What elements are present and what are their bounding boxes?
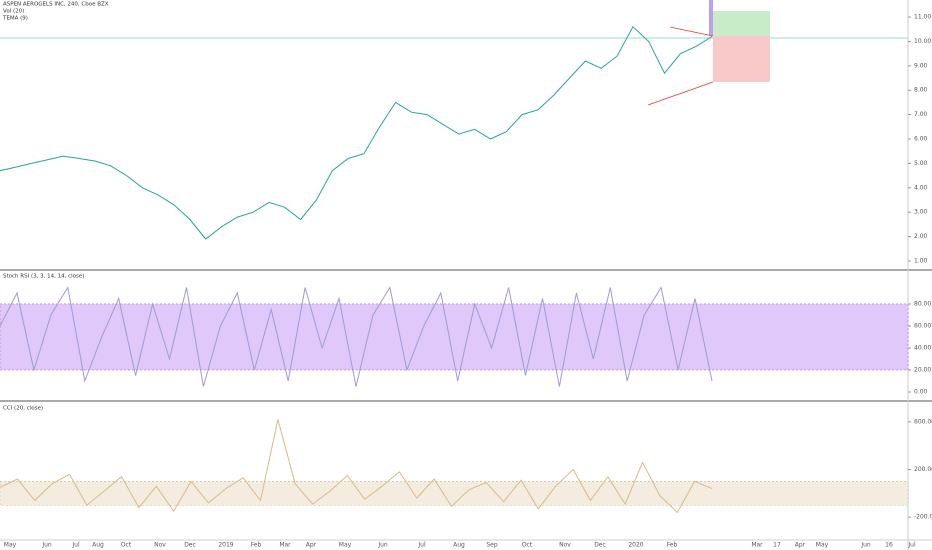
loss-zone [713, 36, 770, 82]
y-tick-label: 1.00 [914, 257, 928, 264]
indicator-label: Stoch RSI (3, 3, 14, 14, close) [3, 274, 84, 280]
x-tick-label: 2019 [218, 542, 233, 549]
x-tick-label: Oct [121, 542, 132, 549]
y-tick-label: 60.00 [914, 322, 931, 329]
x-tick-label: Dec [594, 542, 606, 549]
x-tick-label: Jul [417, 542, 426, 549]
x-tick-label: Apr [795, 542, 806, 549]
indicator-label: TEMA (9) [2, 16, 28, 22]
x-tick-label: Mar [279, 542, 291, 549]
x-tick-label: May [4, 542, 17, 549]
x-tick-label: Jun [41, 542, 52, 549]
x-tick-label: 16 [885, 542, 893, 549]
x-tick-label: Jun [860, 542, 871, 549]
x-tick-label: Mar [751, 542, 763, 549]
y-tick-label: 7.00 [914, 111, 928, 118]
fib-bar [709, 0, 713, 36]
x-tick-label: 2020 [628, 542, 643, 549]
x-tick-label: 17 [773, 542, 781, 549]
x-tick-label: May [339, 542, 352, 549]
indicator-label: CCI (20, close) [3, 406, 43, 412]
series-line [0, 25, 713, 240]
y-tick-label: 5.00 [914, 160, 928, 167]
x-tick-label: Nov [559, 542, 571, 549]
y-tick-label: 9.00 [914, 62, 928, 69]
profit-zone [713, 11, 770, 36]
x-tick-label: Apr [306, 542, 317, 549]
y-tick-label: 6.00 [914, 136, 928, 143]
x-tick-label: Aug [453, 542, 465, 549]
y-tick-label: 8.00 [914, 87, 928, 94]
y-tick-label: 4.00 [914, 184, 928, 191]
x-tick-label: Dec [184, 542, 196, 549]
x-tick-label: Sep [486, 542, 498, 549]
x-tick-label: Feb [251, 542, 262, 549]
x-tick-label: Jul [907, 542, 916, 549]
y-tick-label: 200.00 [914, 466, 932, 473]
band [0, 481, 909, 506]
x-tick-label: Feb [667, 542, 678, 549]
y-tick-label: 20.00 [914, 366, 931, 373]
y-tick-label: 80.00 [914, 300, 931, 307]
y-tick-label: 40.00 [914, 344, 931, 351]
x-tick-label: Jun [377, 542, 388, 549]
band [0, 303, 909, 371]
x-tick-label: Jul [71, 542, 80, 549]
indicator-label: Vol (20) [3, 9, 24, 15]
x-tick-label: Nov [154, 542, 166, 549]
chart-title: ASPEN AEROGELS INC, 240, Cboe BZX [3, 2, 109, 8]
y-tick-label: 2.00 [914, 233, 928, 240]
x-tick-label: Aug [92, 542, 104, 549]
y-tick-label: 10.00 [914, 38, 931, 45]
series-line [0, 419, 713, 514]
y-tick-label: 600.00 [914, 418, 932, 425]
series-line [0, 286, 713, 387]
y-tick-label: 3.00 [914, 209, 928, 216]
y-tick-label: 0.00 [914, 388, 928, 395]
trend-line [669, 26, 714, 37]
x-tick-label: Oct [522, 542, 533, 549]
trend-line [647, 81, 714, 106]
x-tick-label: May [816, 542, 829, 549]
y-tick-label: -200.00 [914, 514, 932, 521]
y-tick-label: 11.00 [914, 14, 931, 21]
